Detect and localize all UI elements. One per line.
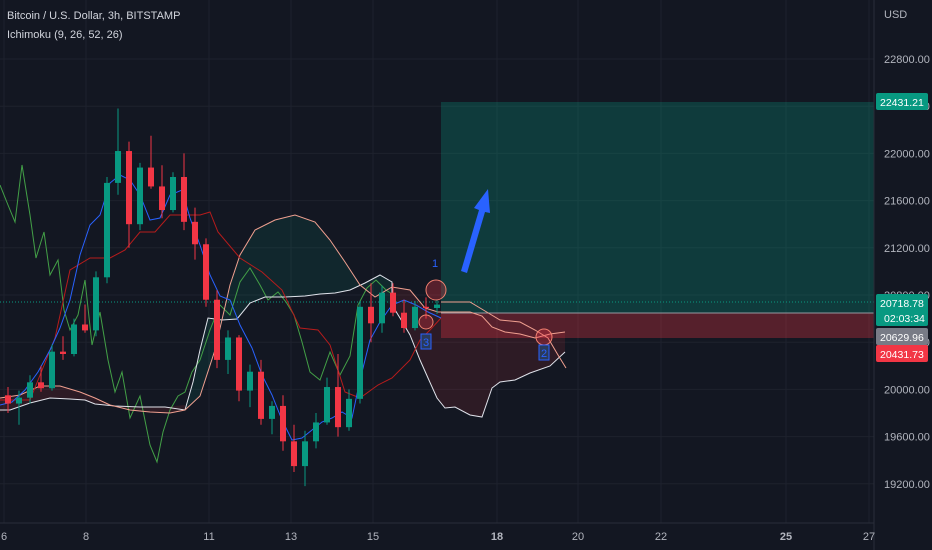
long-position-tool[interactable] bbox=[441, 102, 874, 338]
candle-body bbox=[82, 324, 88, 331]
annotation-circle-1 bbox=[425, 279, 447, 301]
candle-body bbox=[49, 351, 55, 389]
annotation-label-2: 2 bbox=[541, 348, 547, 360]
indicator-title[interactable]: Ichimoku (9, 26, 52, 26) bbox=[7, 29, 123, 41]
lagging-span-line bbox=[0, 164, 396, 464]
candle-body bbox=[192, 221, 198, 245]
entry-price-tag-bg bbox=[876, 328, 928, 345]
candle-body bbox=[126, 151, 132, 225]
candle-body bbox=[412, 306, 418, 329]
stop-price-tag-bg bbox=[876, 345, 928, 362]
annotation-circle-2 bbox=[535, 328, 553, 346]
candle-body bbox=[346, 398, 352, 428]
price-tags: 22431.21 20718.78 02:03:34 20629.96 2043… bbox=[876, 93, 928, 362]
candle-body bbox=[302, 441, 308, 467]
candle-body bbox=[137, 167, 143, 225]
time-axis[interactable]: 6 8 11 13 15 18 20 22 25 27 bbox=[1, 531, 875, 543]
annotations: 1 3 2 bbox=[418, 189, 553, 361]
candle-body bbox=[236, 337, 242, 391]
candle-body bbox=[357, 306, 363, 399]
candle-body bbox=[258, 371, 264, 419]
cloud-green-1 bbox=[185, 215, 392, 410]
position-loss-zone bbox=[441, 313, 874, 338]
kijun-sen-line bbox=[0, 211, 442, 401]
annotation-box-2 bbox=[538, 344, 550, 361]
price-tick-label: 21600.00 bbox=[884, 196, 930, 208]
time-tick-label: 20 bbox=[572, 531, 584, 543]
price-tick-label: 19200.00 bbox=[884, 479, 930, 491]
target-price-tag: 22431.21 bbox=[880, 97, 924, 109]
price-tick-label: 21200.00 bbox=[884, 243, 930, 255]
annotation-circle-3 bbox=[418, 314, 434, 330]
time-tick-label: 8 bbox=[83, 531, 89, 543]
symbol-title[interactable]: Bitcoin / U.S. Dollar, 3h, BITSTAMP bbox=[7, 10, 181, 22]
candle-body bbox=[203, 244, 209, 300]
candle-body bbox=[368, 306, 374, 324]
time-tick-label: 27 bbox=[863, 531, 875, 543]
candle-body bbox=[335, 387, 341, 428]
stop-price-tag: 20431.73 bbox=[880, 349, 924, 361]
position-profit-zone bbox=[441, 102, 874, 313]
candle-body bbox=[247, 371, 253, 391]
candle-body bbox=[60, 351, 66, 354]
candlestick-series bbox=[5, 108, 440, 487]
candle-body bbox=[159, 186, 165, 211]
span-a-line bbox=[0, 214, 566, 414]
target-price-tag-bg bbox=[876, 93, 928, 110]
candle-body bbox=[16, 397, 22, 404]
currency-label: USD bbox=[884, 9, 907, 21]
candle-body bbox=[170, 177, 176, 211]
projection-line bbox=[441, 301, 567, 369]
candle-body bbox=[280, 405, 286, 442]
last-price-tag-bg bbox=[876, 294, 928, 326]
candle-body bbox=[27, 382, 33, 398]
price-tick-label: 20000.00 bbox=[884, 384, 930, 396]
cloud-red-2 bbox=[392, 287, 565, 417]
candle-body bbox=[423, 306, 429, 308]
cloud-red-1 bbox=[0, 386, 185, 413]
annotation-label-1: 1 bbox=[432, 258, 438, 270]
candle-body bbox=[401, 312, 407, 329]
candle-body bbox=[291, 441, 297, 467]
upward-arrow bbox=[461, 189, 490, 273]
time-tick-label: 25 bbox=[780, 531, 792, 543]
time-tick-label: 15 bbox=[367, 531, 379, 543]
candle-body bbox=[148, 167, 154, 187]
price-tick-label: 22800.00 bbox=[884, 54, 930, 66]
last-price-tag: 20718.78 bbox=[880, 298, 924, 310]
candle-body bbox=[181, 177, 187, 222]
annotation-box-3 bbox=[420, 333, 432, 350]
time-tick-label: 22 bbox=[655, 531, 667, 543]
candle-body bbox=[93, 277, 99, 331]
candle-body bbox=[313, 422, 319, 442]
ichimoku-cloud bbox=[0, 215, 565, 417]
candle-body bbox=[225, 337, 231, 360]
candle-body bbox=[390, 292, 396, 313]
candle-body bbox=[38, 382, 44, 389]
ichimoku-lines bbox=[0, 164, 567, 464]
time-tick-label: 6 bbox=[1, 531, 7, 543]
price-tick-label: 19600.00 bbox=[884, 432, 930, 444]
candle-body bbox=[269, 405, 275, 419]
annotation-label-3: 3 bbox=[423, 337, 429, 349]
time-tick-label: 13 bbox=[285, 531, 297, 543]
candle-body bbox=[324, 387, 330, 423]
entry-price-tag: 20629.96 bbox=[880, 332, 924, 344]
countdown-tag: 02:03:34 bbox=[884, 313, 925, 325]
candle-body bbox=[434, 304, 440, 308]
chart-grid bbox=[0, 0, 874, 523]
candle-body bbox=[115, 151, 121, 183]
price-tick-label: 22000.00 bbox=[884, 148, 930, 160]
candle-body bbox=[214, 299, 220, 360]
candle-body bbox=[379, 292, 385, 324]
candle-body bbox=[104, 182, 110, 278]
time-tick-label: 11 bbox=[203, 531, 214, 543]
candle-body bbox=[5, 395, 11, 404]
candle-body bbox=[71, 324, 77, 354]
time-tick-label: 18 bbox=[491, 531, 503, 543]
